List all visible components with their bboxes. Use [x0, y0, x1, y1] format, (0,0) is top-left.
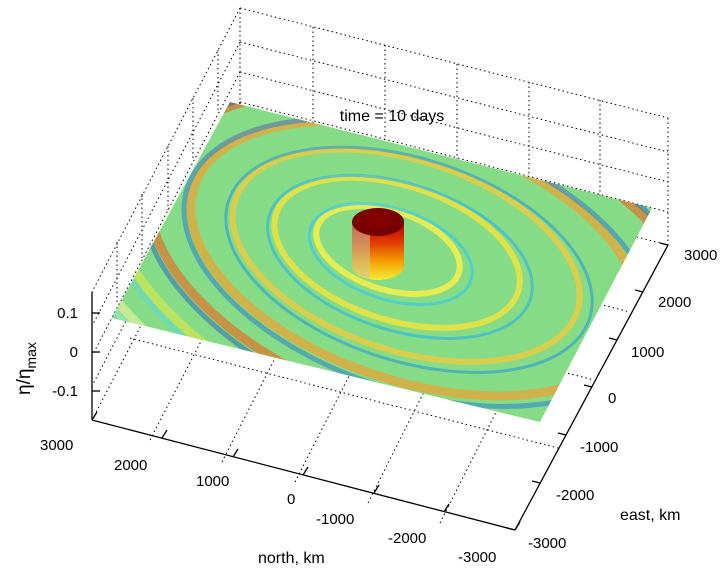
z-label-main-text: η/η: [14, 369, 35, 395]
z-axis-label: η/ηmax: [14, 342, 39, 395]
central-peak: [352, 208, 404, 280]
east-tick-label: 3000: [684, 247, 717, 264]
east-tick-label: -1000: [580, 439, 618, 456]
z-tick-label: 0: [70, 344, 78, 361]
north-tick-label: 0: [287, 491, 295, 508]
wave-trough: [307, 202, 474, 307]
axis-frame: [91, 242, 669, 531]
east-tick-label: -2000: [556, 487, 594, 504]
y-axis-label: east, km: [620, 507, 680, 524]
wave-crest: [229, 146, 583, 365]
wave-crest: [313, 203, 463, 297]
x-axis-label: north, km: [258, 550, 325, 567]
chart-title: time = 10 days: [340, 108, 445, 125]
north-tick-labels: 3000 2000 1000 0 -1000 -2000 -3000: [40, 437, 496, 566]
wave-trough: [224, 145, 594, 374]
north-tick-label: -3000: [458, 549, 496, 566]
z-label-subscript: max: [23, 342, 39, 368]
east-tick-labels: -3000 -2000 -1000 0 1000 2000 3000: [528, 247, 717, 552]
z-tick-label: 0.1: [57, 305, 78, 322]
z-axis-label-main: η/ηmax: [14, 342, 39, 395]
east-tick-label: 1000: [631, 344, 664, 361]
east-tick-label: 0: [608, 390, 616, 407]
east-tick-label: -3000: [528, 535, 566, 552]
north-tick-label: 1000: [196, 473, 229, 490]
north-tick-label: -1000: [316, 511, 354, 528]
north-tick-label: 2000: [114, 457, 147, 474]
wave-crest: [271, 174, 523, 331]
z-tick-labels: 0.1 0 -0.1: [52, 305, 78, 400]
east-tick-label: 2000: [658, 294, 691, 311]
north-tick-label: 3000: [40, 437, 73, 454]
north-tick-label: -2000: [388, 530, 426, 547]
wave-trough: [266, 173, 534, 340]
z-tick-label: -0.1: [52, 383, 78, 400]
